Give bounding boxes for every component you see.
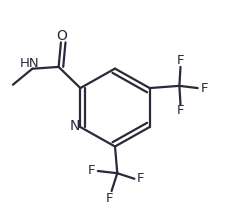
Text: F: F bbox=[136, 172, 144, 185]
Text: O: O bbox=[56, 29, 67, 43]
Text: F: F bbox=[87, 164, 95, 177]
Text: N: N bbox=[69, 119, 79, 133]
Text: F: F bbox=[176, 105, 183, 118]
Text: HN: HN bbox=[20, 57, 39, 70]
Text: F: F bbox=[105, 192, 112, 205]
Text: F: F bbox=[200, 82, 207, 95]
Text: F: F bbox=[176, 54, 183, 67]
